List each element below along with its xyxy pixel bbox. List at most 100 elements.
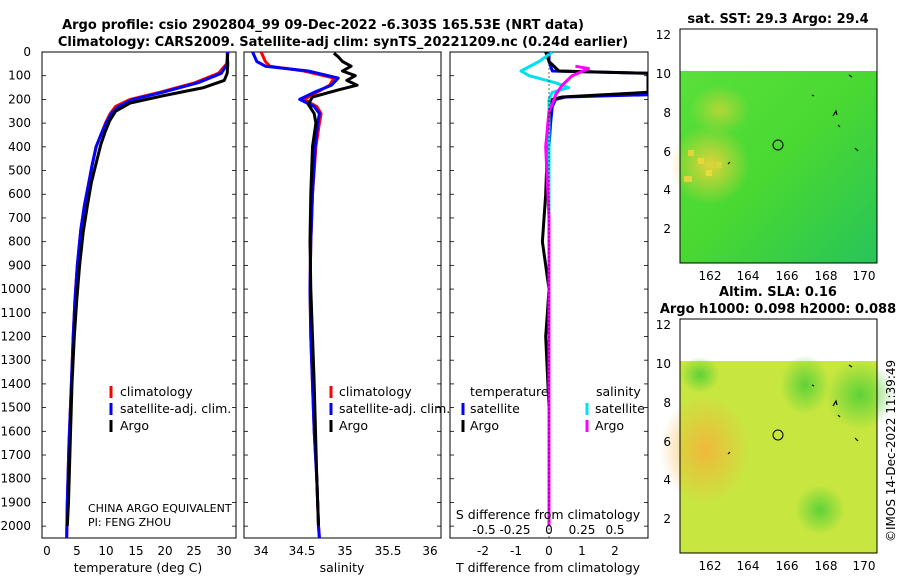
series-line-temperature-argo bbox=[540, 52, 648, 527]
sla-ytick: 12 bbox=[656, 318, 671, 332]
salinity-series bbox=[251, 52, 359, 538]
sla-low-patch bbox=[795, 485, 845, 535]
sla-low-patch bbox=[680, 357, 720, 393]
temp-xtick: 0 bbox=[43, 544, 51, 558]
legend-t-argo: Argo bbox=[470, 418, 499, 433]
imos-credit: ©IMOS 14-Dec-2022 11:39:49 bbox=[884, 360, 898, 542]
depth-tick-label: 1800 bbox=[0, 472, 31, 486]
sla-map-yticks: 12 10 8 6 4 2 bbox=[656, 318, 671, 526]
salinity-difference-ticks: -0.5 -0.25 0 0.25 0.5 bbox=[472, 523, 624, 537]
sst-ytick: 2 bbox=[663, 222, 671, 236]
depth-tick-label: 100 bbox=[8, 69, 31, 83]
depth-tick-label: 300 bbox=[8, 116, 31, 130]
sst-xtick: 170 bbox=[853, 269, 876, 283]
argo-float-marker bbox=[772, 429, 784, 441]
sst-pixel bbox=[716, 162, 722, 168]
sst-pixel bbox=[698, 158, 704, 164]
temperature-series bbox=[65, 52, 230, 538]
sst-map-xticks: 162 164 166 168 170 bbox=[699, 269, 876, 283]
diff-xtick: 1 bbox=[578, 544, 586, 558]
sal-xtick: 34 bbox=[253, 544, 268, 558]
series-line-salinity-argo bbox=[544, 64, 591, 527]
legend-satellite-adj: satellite-adj. clim. bbox=[120, 401, 231, 416]
sst-map-frame bbox=[679, 28, 878, 264]
depth-tick-label: 1300 bbox=[0, 353, 31, 367]
series-line-satellite-adj-clim- bbox=[251, 52, 340, 538]
sst-map bbox=[670, 28, 878, 264]
sst-ytick: 6 bbox=[663, 145, 671, 159]
sla-low-patch bbox=[780, 355, 830, 415]
depth-tick-label: 2000 bbox=[0, 519, 31, 533]
island-outlines bbox=[727, 74, 859, 165]
title-line-1: Argo profile: csio 2902804_99 09-Dec-202… bbox=[62, 18, 584, 33]
sla-high-patch bbox=[660, 395, 750, 505]
sst-map-yticks: 12 10 8 6 4 2 bbox=[656, 28, 671, 236]
series-line-argo bbox=[306, 52, 359, 527]
diff-xtick: 2 bbox=[611, 544, 619, 558]
depth-tick-label: 600 bbox=[8, 187, 31, 201]
sst-pixel bbox=[706, 170, 712, 176]
sst-xtick: 162 bbox=[699, 269, 722, 283]
sal-xtick: 35.5 bbox=[375, 544, 402, 558]
difference-xlabel: T difference from climatology bbox=[455, 560, 641, 575]
argo-float-marker bbox=[772, 139, 784, 151]
sdiff-tick: 0.5 bbox=[605, 523, 624, 537]
legend-climatology: climatology bbox=[339, 384, 412, 399]
sla-ytick: 4 bbox=[663, 473, 671, 487]
legend-s-satellite: satellite bbox=[595, 401, 645, 416]
sla-ytick: 6 bbox=[663, 435, 671, 449]
sst-xtick: 168 bbox=[815, 269, 838, 283]
depth-tick-label: 1900 bbox=[0, 495, 31, 509]
temp-xtick: 30 bbox=[216, 544, 231, 558]
credit-line-2: PI: FENG ZHOU bbox=[88, 516, 171, 529]
depth-axis-ticks: 0 100 200 300 400 500 600 700 800 900 1000 1100 1200… bbox=[0, 45, 648, 533]
salinity-difference-label: S difference from climatology bbox=[456, 507, 641, 522]
series-line-temperature-satellite bbox=[547, 52, 648, 527]
temp-xtick: 20 bbox=[157, 544, 172, 558]
series-line-salinity-satellite bbox=[519, 52, 571, 527]
depth-tick-label: 700 bbox=[8, 211, 31, 225]
sdiff-tick: 0.25 bbox=[569, 523, 596, 537]
sla-map-xticks: 162 164 166 168 170 bbox=[699, 559, 876, 573]
depth-tick-label: 800 bbox=[8, 235, 31, 249]
legend-t-satellite: satellite bbox=[470, 401, 520, 416]
sal-xtick: 36 bbox=[422, 544, 437, 558]
sla-xtick: 166 bbox=[776, 559, 799, 573]
temperature-xlabel: temperature (deg C) bbox=[74, 560, 203, 575]
diff-xtick: -1 bbox=[510, 544, 522, 558]
sla-xtick: 162 bbox=[699, 559, 722, 573]
legend-argo: Argo bbox=[120, 418, 149, 433]
depth-tick-label: 1100 bbox=[0, 306, 31, 320]
sla-map-frame bbox=[679, 318, 878, 554]
legend-climatology: climatology bbox=[120, 384, 193, 399]
sst-warm-patch bbox=[670, 125, 750, 205]
sst-ytick: 8 bbox=[663, 106, 671, 120]
temp-xtick: 5 bbox=[73, 544, 81, 558]
temp-xtick: 10 bbox=[98, 544, 113, 558]
sst-xtick: 166 bbox=[776, 269, 799, 283]
depth-tick-label: 900 bbox=[8, 258, 31, 272]
sst-map-title: sat. SST: 29.3 Argo: 29.4 bbox=[687, 12, 868, 27]
diff-xtick: -2 bbox=[477, 544, 489, 558]
depth-tick-label: 1200 bbox=[0, 329, 31, 343]
sst-warm-patch bbox=[690, 85, 750, 135]
sla-ytick: 10 bbox=[656, 357, 671, 371]
sla-map-title-2: Argo h1000: 0.098 h2000: 0.088 bbox=[660, 302, 896, 317]
sst-ytick: 10 bbox=[656, 67, 671, 81]
sla-map-title-1: Altim. SLA: 0.16 bbox=[719, 285, 837, 300]
salinity-xlabel: salinity bbox=[320, 560, 365, 575]
sst-xtick: 164 bbox=[737, 269, 760, 283]
legend-salinity-heading: salinity bbox=[596, 384, 641, 399]
sst-pixel bbox=[688, 150, 694, 156]
legend-satellite-adj: satellite-adj. clim. bbox=[339, 401, 450, 416]
sst-ytick: 12 bbox=[656, 28, 671, 42]
temp-xtick: 25 bbox=[186, 544, 201, 558]
sdiff-tick: -0.5 bbox=[472, 523, 495, 537]
sst-pixel bbox=[684, 176, 692, 182]
depth-tick-label: 1400 bbox=[0, 377, 31, 391]
depth-tick-label: 500 bbox=[8, 164, 31, 178]
depth-tick-label: 1600 bbox=[0, 424, 31, 438]
sla-xtick: 170 bbox=[853, 559, 876, 573]
temperature-panel-frame bbox=[41, 51, 237, 539]
